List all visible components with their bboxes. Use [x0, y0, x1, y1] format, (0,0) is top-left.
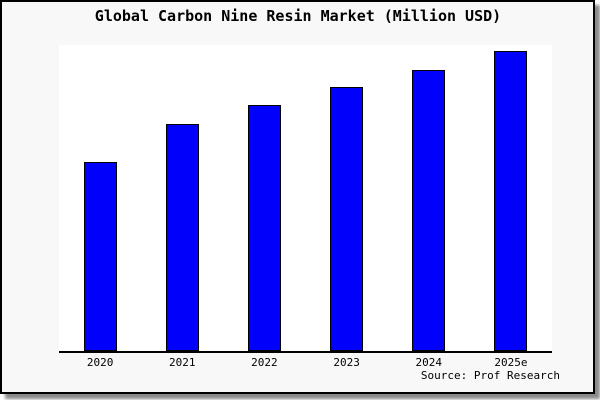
x-tick-2022: 2022: [251, 356, 278, 369]
x-tick-2020: 2020: [86, 356, 114, 369]
bar-2023: [330, 87, 364, 351]
source-credit: Source: Prof Research: [420, 369, 560, 382]
chart-title: Global Carbon Nine Resin Market (Million…: [94, 7, 502, 25]
plot-area: [59, 45, 552, 353]
x-tick-2024: 2024: [415, 356, 443, 369]
x-tick-2025e: 2025e: [494, 356, 528, 369]
x-tick-2021: 2021: [169, 356, 196, 369]
bar-2022: [247, 105, 281, 351]
x-tick-2023: 2023: [333, 356, 360, 369]
bar-2024: [412, 70, 446, 351]
bar-2020: [83, 162, 117, 351]
bar-2021: [165, 124, 199, 351]
bar-2025e: [494, 51, 528, 351]
